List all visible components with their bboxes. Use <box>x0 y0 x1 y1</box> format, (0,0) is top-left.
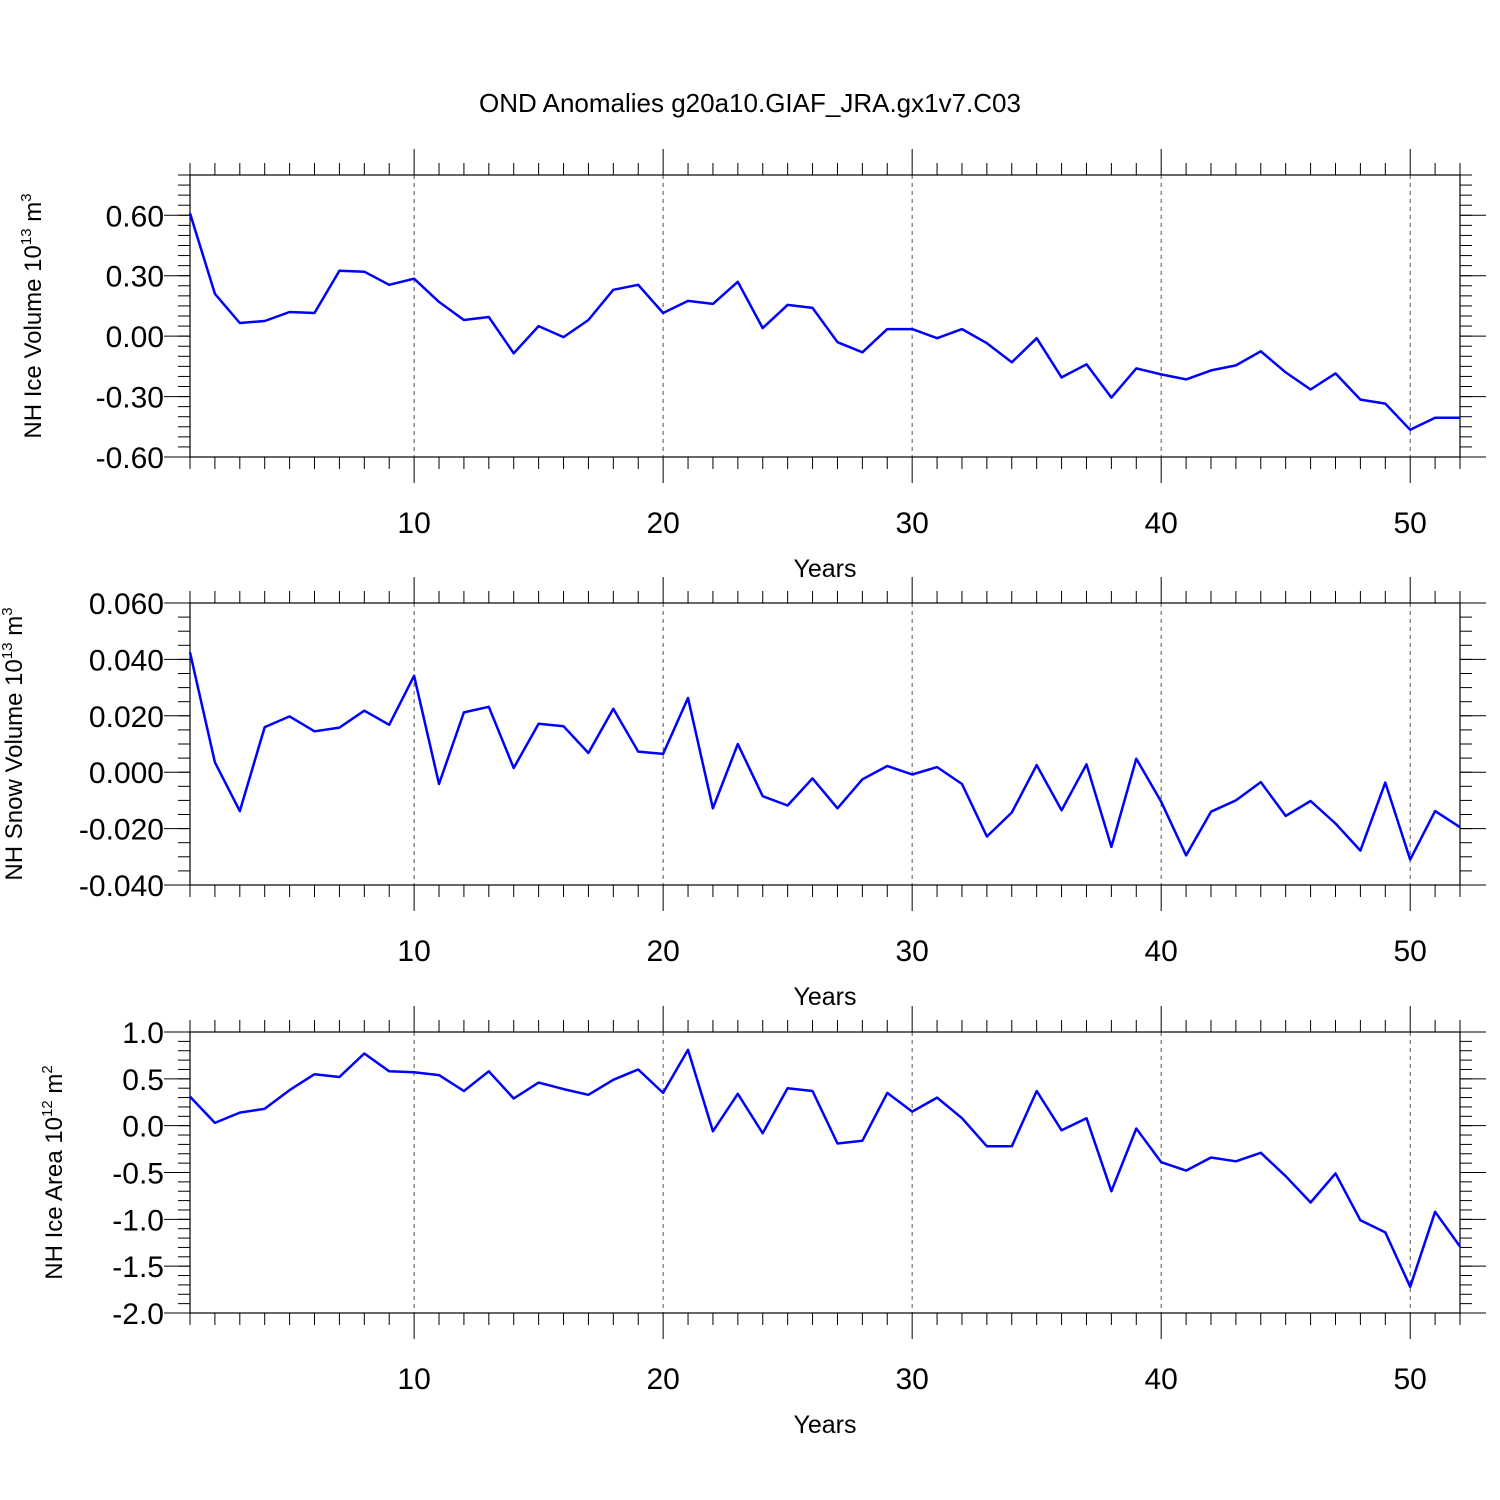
y-tick-label: 0.30 <box>106 261 164 294</box>
y-tick-label: 0.00 <box>106 321 164 354</box>
panel-2: 0.060 0.040 0.020 0.000 -0.020 -0.040 10 20 30 40… <box>0 577 1486 1011</box>
x-tick-label: 30 <box>895 935 928 968</box>
x-axis-label: Years <box>793 1411 856 1439</box>
x-tick-label: 50 <box>1394 1363 1427 1396</box>
plot-frame <box>189 1031 1461 1314</box>
y-axis-label: NH Ice Area 1012 m2 <box>39 1065 68 1279</box>
x-axis-label: Years <box>793 555 856 583</box>
y-tick-label: 0.5 <box>122 1064 164 1097</box>
y-tick-label: 0.040 <box>89 644 164 677</box>
panel-3: 1.0 0.5 0.0 -0.5 -1.0 -1.5 -2.0 10 20 30 40 50 Years… <box>39 1006 1486 1439</box>
y-tick-label: -0.5 <box>112 1158 164 1191</box>
plot-frame <box>189 602 1461 886</box>
y-tick-label: -2.0 <box>112 1298 164 1331</box>
y-tick-label: -0.040 <box>79 870 164 903</box>
series-line <box>188 652 1461 861</box>
y-tick-label: 0.060 <box>89 588 164 621</box>
x-tick-label: 50 <box>1394 507 1427 540</box>
x-tick-label: 20 <box>646 1363 679 1396</box>
plot-frame <box>189 174 1461 458</box>
x-tick-label: 20 <box>646 507 679 540</box>
panels: 0.60 0.30 0.00 -0.30 -0.60 10 20 30 40 50 Years NH … <box>0 149 1486 1439</box>
x-tick-label: 10 <box>397 507 430 540</box>
x-tick-label: 40 <box>1144 935 1177 968</box>
y-tick-label: 0.020 <box>89 701 164 734</box>
y-tick-label: 1.0 <box>122 1017 164 1050</box>
y-axis-label: NH Ice Volume 1013 m3 <box>18 193 47 438</box>
y-tick-label: 0.0 <box>122 1111 164 1144</box>
x-tick-label: 40 <box>1144 1363 1177 1396</box>
y-tick-label: -0.60 <box>96 442 164 475</box>
y-tick-label: 0.60 <box>106 200 164 233</box>
y-tick-label: -0.020 <box>79 814 164 847</box>
panel-1: 0.60 0.30 0.00 -0.30 -0.60 10 20 30 40 50 Years NH … <box>18 149 1486 583</box>
x-tick-label: 50 <box>1394 935 1427 968</box>
x-tick-label: 20 <box>646 935 679 968</box>
series-line <box>188 212 1460 432</box>
chart-title: OND Anomalies g20a10.GIAF_JRA.gx1v7.C03 <box>479 88 1021 118</box>
y-axis-label: NH Snow Volume 1013 m3 <box>0 607 28 880</box>
y-tick-label: -0.30 <box>96 382 164 415</box>
x-tick-label: 10 <box>397 935 430 968</box>
x-tick-label: 10 <box>397 1363 430 1396</box>
y-tick-label: -1.5 <box>112 1251 164 1284</box>
y-tick-label: -1.0 <box>112 1204 164 1237</box>
x-axis-label: Years <box>793 983 856 1011</box>
x-tick-label: 30 <box>895 507 928 540</box>
x-tick-label: 40 <box>1144 507 1177 540</box>
y-tick-label: 0.000 <box>89 757 164 790</box>
x-tick-label: 30 <box>895 1363 928 1396</box>
series-line <box>189 1048 1462 1289</box>
